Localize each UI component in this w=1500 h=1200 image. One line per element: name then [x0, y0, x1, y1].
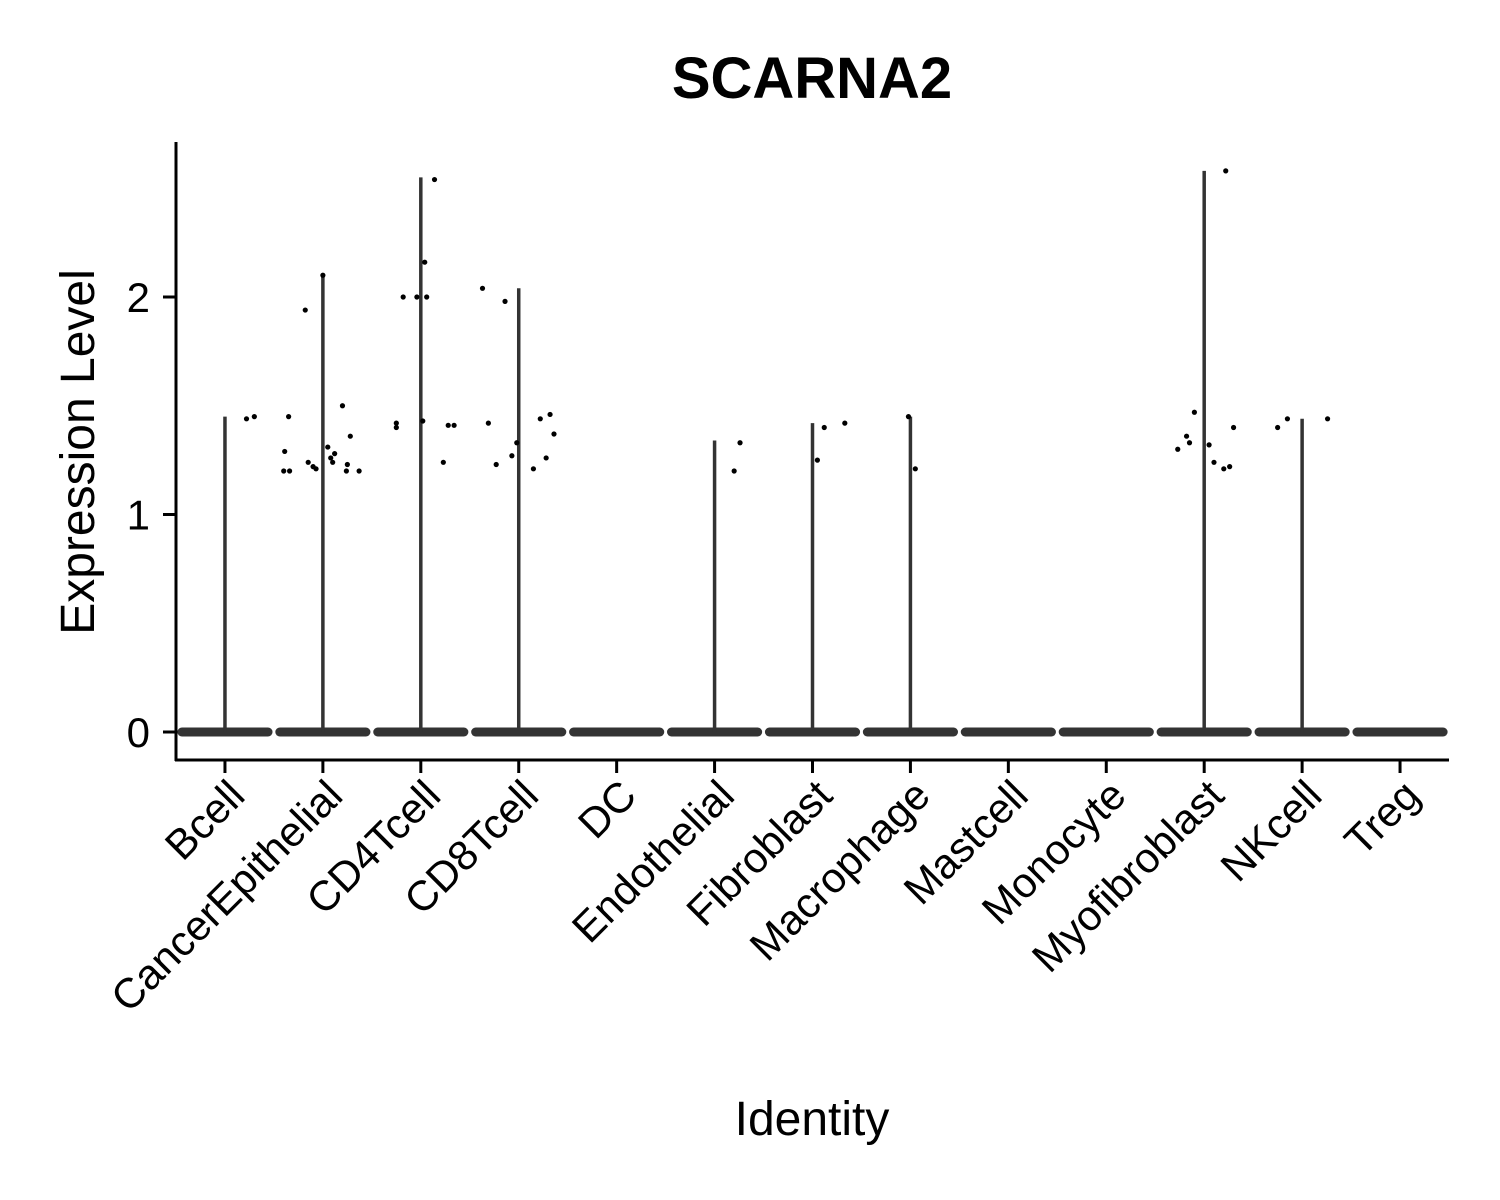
- data-point: [440, 459, 446, 465]
- data-point: [1284, 416, 1291, 422]
- data-point: [1227, 464, 1233, 470]
- data-point: [485, 420, 491, 426]
- data-point: [1206, 442, 1212, 448]
- data-point: [422, 259, 428, 265]
- data-point: [400, 294, 406, 300]
- data-point: [1223, 168, 1229, 174]
- data-point: [320, 272, 326, 278]
- y-tick-label-1: 1: [127, 492, 150, 539]
- data-point: [1211, 459, 1217, 465]
- data-point: [328, 455, 334, 461]
- data-point: [814, 457, 820, 463]
- data-point: [821, 424, 827, 431]
- data-point: [420, 418, 426, 424]
- data-point: [347, 433, 353, 439]
- data-point: [1175, 446, 1181, 452]
- data-point: [1275, 424, 1281, 431]
- data-point: [502, 298, 508, 304]
- data-point: [356, 468, 362, 474]
- data-point: [282, 448, 288, 455]
- x-tick-label-treg: Treg: [1335, 771, 1428, 864]
- points-group: [243, 168, 1331, 474]
- data-point: [537, 416, 543, 422]
- data-point: [286, 414, 292, 420]
- data-point: [286, 468, 293, 474]
- data-point: [414, 294, 420, 300]
- data-point: [393, 424, 399, 431]
- data-point: [251, 414, 257, 420]
- data-point: [302, 307, 308, 313]
- data-point: [343, 468, 349, 474]
- data-point: [313, 466, 319, 472]
- data-point: [451, 422, 457, 428]
- data-point: [424, 294, 430, 300]
- data-point: [479, 285, 486, 291]
- data-point: [493, 461, 499, 468]
- data-point: [332, 451, 338, 457]
- data-point: [547, 411, 553, 418]
- y-tick-label-2: 2: [127, 274, 150, 321]
- data-point: [339, 403, 346, 409]
- x-axis-title: Identity: [735, 1093, 890, 1146]
- data-point: [509, 453, 515, 459]
- x-tick-label-nkcell: NKcell: [1211, 771, 1330, 890]
- data-point: [842, 420, 848, 426]
- data-point: [445, 422, 451, 428]
- data-point: [543, 455, 549, 461]
- data-point: [912, 466, 918, 472]
- data-point: [281, 468, 287, 474]
- data-point: [905, 414, 912, 420]
- data-point: [1191, 409, 1197, 415]
- data-point: [1230, 424, 1237, 431]
- data-point: [305, 459, 311, 465]
- data-point: [325, 444, 331, 450]
- data-point: [1324, 416, 1331, 422]
- data-point: [431, 176, 438, 183]
- data-point: [530, 466, 537, 472]
- y-ticks-group: 0 1 2: [127, 274, 176, 756]
- y-axis-title: Expression Level: [52, 269, 105, 635]
- data-point: [731, 468, 737, 474]
- data-point: [551, 431, 557, 437]
- data-point: [1221, 466, 1227, 472]
- data-point: [1183, 433, 1190, 439]
- data-point: [243, 416, 250, 422]
- data-point: [514, 440, 520, 446]
- y-tick-label-0: 0: [127, 709, 150, 756]
- data-point: [344, 461, 350, 468]
- data-point: [1186, 440, 1193, 446]
- x-tick-label-dc: DC: [569, 771, 645, 847]
- violins-group: [177, 170, 1448, 737]
- data-point: [330, 459, 336, 465]
- chart-title: SCARNA2: [672, 46, 952, 111]
- data-point: [737, 440, 743, 446]
- data-point: [393, 420, 399, 426]
